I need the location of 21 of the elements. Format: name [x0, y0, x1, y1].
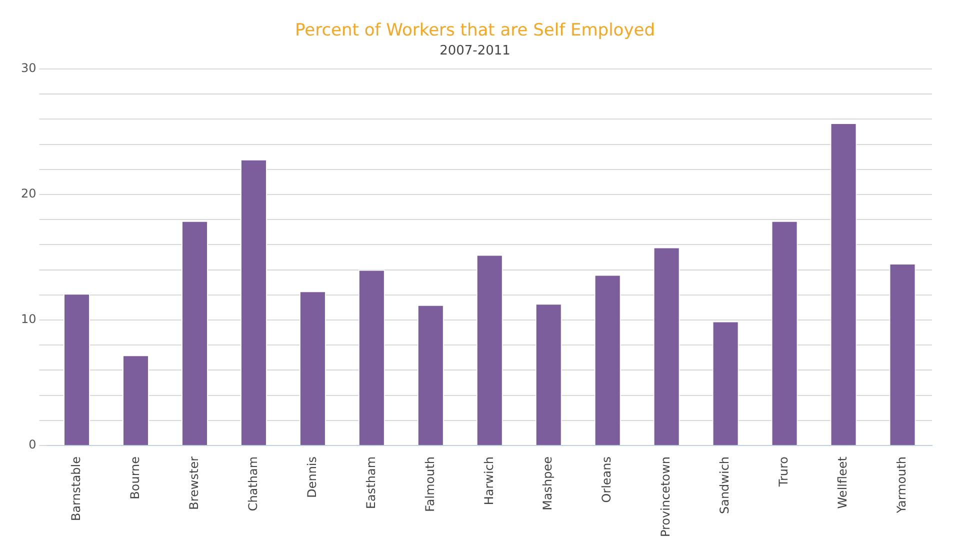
- x-tick-label: Barnstable: [68, 456, 83, 522]
- x-tick-label: Falmouth: [422, 456, 437, 512]
- x-tick-label: Brewster: [186, 456, 201, 510]
- x-tick-label: Provincetown: [658, 456, 673, 538]
- x-tick-label: Chatham: [246, 456, 260, 512]
- x-tick-label: Dennis: [304, 456, 319, 498]
- chart-subtitle: 2007-2011: [440, 44, 510, 59]
- y-tick-label: 10: [20, 312, 36, 326]
- y-tick-label: 30: [20, 61, 36, 76]
- x-tick-label: Mashpee: [540, 456, 555, 510]
- x-tick-label: Yarmouth: [894, 456, 909, 514]
- x-tick-label: Sandwich: [718, 456, 732, 514]
- y-tick-label: 20: [20, 186, 36, 201]
- x-tick-label: Wellfleet: [836, 456, 850, 509]
- x-tick-label: Orleans: [600, 456, 614, 503]
- x-tick-label: Truro: [776, 456, 791, 488]
- chart-title: Percent of Workers that are Self Employed: [294, 20, 656, 41]
- x-tick-label: Bourne: [128, 456, 142, 500]
- x-tick-label: Eastham: [364, 456, 378, 510]
- x-tick-label: Harwich: [482, 456, 496, 506]
- y-tick-label: 0: [28, 438, 36, 452]
